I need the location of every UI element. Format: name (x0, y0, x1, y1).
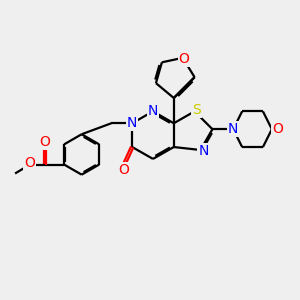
Text: N: N (228, 122, 238, 136)
Text: S: S (193, 103, 201, 117)
Text: N: N (148, 104, 158, 118)
Text: O: O (39, 135, 50, 149)
Text: O: O (179, 52, 190, 66)
Text: O: O (119, 163, 130, 177)
Text: O: O (272, 122, 283, 136)
Text: N: N (198, 145, 209, 158)
Text: O: O (24, 156, 35, 170)
Text: N: N (127, 116, 137, 130)
